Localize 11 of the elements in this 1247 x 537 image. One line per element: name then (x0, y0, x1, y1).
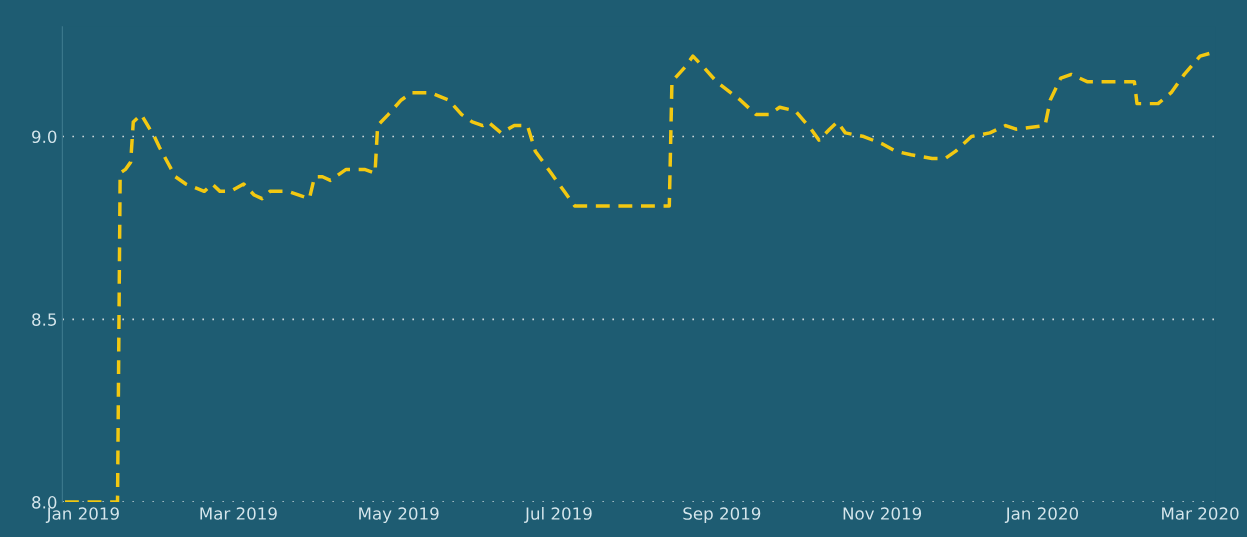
x-tick-label: Sep 2019 (683, 507, 761, 524)
x-tick-label: Nov 2019 (843, 507, 922, 520)
x-tick-label: Mar 2020 (1162, 507, 1239, 520)
x-tick-label: Jan 2020 (1004, 507, 1079, 523)
y-tick-label: 8.5 (32, 313, 57, 326)
y-tick-label: 9.0 (32, 130, 57, 144)
x-tick-label: Mar 2019 (200, 507, 277, 520)
x-tick-label: May 2019 (359, 507, 439, 524)
y-tick-label: 8.0 (32, 496, 57, 509)
x-tick-label: Jul 2019 (524, 506, 592, 523)
x-tick-label: Jan 2019 (45, 507, 119, 523)
